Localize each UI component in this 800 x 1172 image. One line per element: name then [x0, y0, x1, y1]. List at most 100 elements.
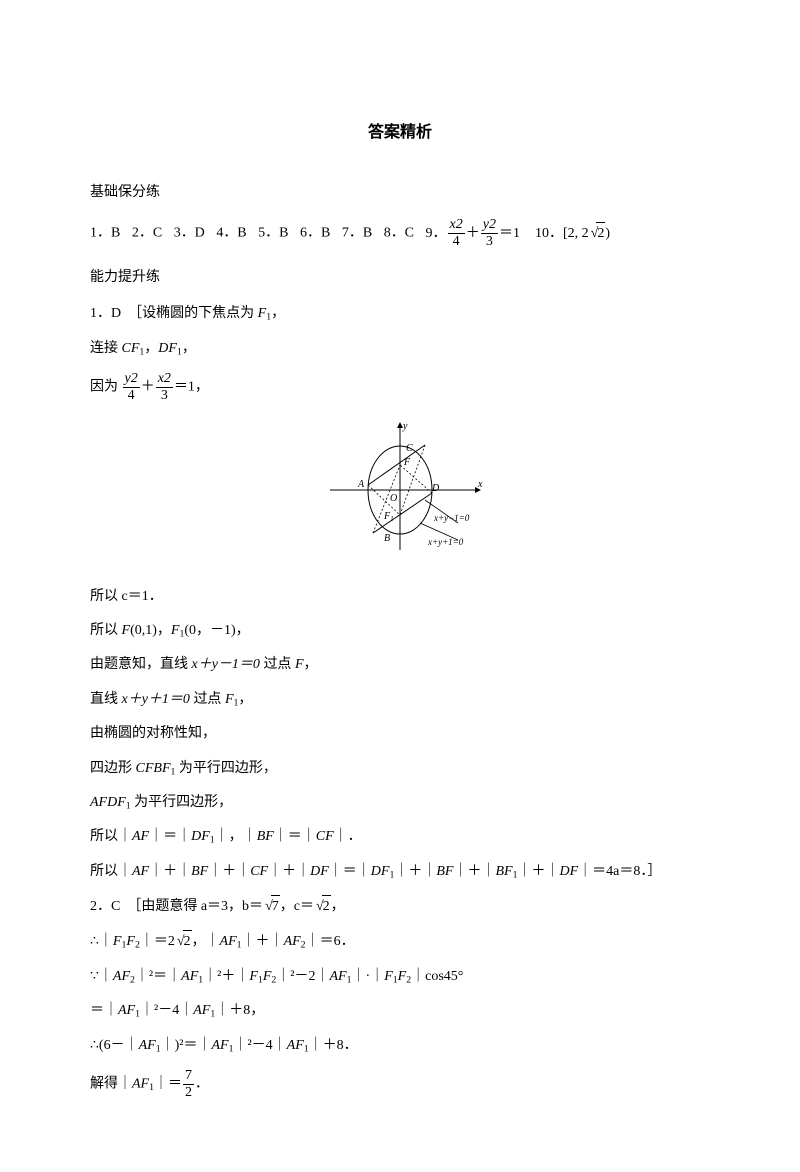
diag-d: D [431, 483, 440, 494]
q1l12df1: DF [371, 864, 390, 879]
q2l2sq: 2 [175, 930, 192, 953]
diag-f1: F1 [383, 511, 394, 523]
q2s1: 7 [263, 895, 280, 918]
q2l3a: ∵｜ [90, 969, 113, 984]
ans9-f1d: 4 [448, 234, 465, 249]
q1-line4: 所以 c＝1． [90, 586, 710, 608]
q2l3af1: AF [181, 969, 198, 984]
q1-line11: 所以｜AF｜＝｜DF1｜，｜BF｜＝｜CF｜． [90, 826, 710, 848]
q1-line12: 所以｜AF｜＋｜BF｜＋｜CF｜＋｜DF｜＝｜DF1｜＋｜BF｜＋｜BF1｜＋｜… [90, 861, 710, 883]
basic-section-label: 基础保分练 [90, 182, 710, 204]
ans9-frac1: x24 [448, 218, 465, 249]
q2l6af1: AF [132, 1077, 149, 1092]
q2l2a: ∴｜ [90, 934, 113, 949]
q2-line4: ＝｜AF1｜²－4｜AF1｜＋8， [90, 1000, 710, 1022]
ans-1: 1．B [90, 226, 120, 241]
q2l5c: ｜²－4｜ [233, 1038, 286, 1053]
q2hc: ， [331, 899, 345, 914]
q1l4t: 所以 c＝1． [90, 589, 163, 604]
diag-a: A [357, 479, 365, 490]
q2-line2: ∴｜F1F2｜＝22，｜AF1｜＋｜AF2｜＝6． [90, 930, 710, 953]
diag-y: y [402, 421, 408, 432]
diag-line1: x+y−1=0 [433, 513, 470, 523]
q1l11b: ｜＝｜ [149, 829, 191, 844]
q2l5af1: AF [139, 1038, 156, 1053]
q1-line8: 由椭圆的对称性知， [90, 723, 710, 745]
q2l4a: ＝｜ [90, 1003, 118, 1018]
q1l2sep: ， [144, 341, 158, 356]
q2l2sqr: 2 [183, 930, 192, 953]
q2-line6: 解得｜AF1｜＝72． [90, 1069, 710, 1100]
q1l3f2d: 3 [156, 388, 173, 403]
diag-o: O [390, 493, 397, 504]
q1l9b: CFBF [136, 761, 171, 776]
q1l12bf1: BF [495, 864, 512, 879]
q1l7eq: x＋y＋1＝0 [122, 692, 190, 707]
q2l5af1c: AF [287, 1038, 304, 1053]
page-title: 答案精析 [90, 120, 710, 146]
ans-7: 7．B [342, 226, 372, 241]
q1l12g: ｜＋｜ [453, 864, 495, 879]
q2l6a: 解得｜ [90, 1077, 132, 1092]
q1l11af: AF [132, 829, 149, 844]
diag-f: F [403, 457, 411, 468]
q1l3f1d: 4 [123, 388, 140, 403]
diag-x: x [477, 479, 483, 490]
q2l3d: ｜²－2｜ [276, 969, 329, 984]
q1l12d: ｜＋｜ [268, 864, 310, 879]
ans-5: 5．B [258, 226, 288, 241]
q2l5b: ｜)²＝｜ [161, 1038, 212, 1053]
q1l9c: 为平行四边形， [175, 761, 277, 776]
q1l7a: 直线 [90, 692, 122, 707]
q2l3ff: F [249, 969, 258, 984]
q1l3f1n: y2 [123, 372, 140, 388]
q1l11df: DF [191, 829, 210, 844]
q1l6eq: x＋y－1＝0 [192, 657, 260, 672]
q2s2r: 2 [322, 895, 331, 918]
q1-line6: 由题意知，直线 x＋y－1＝0 过点 F， [90, 654, 710, 676]
q1l11a: 所以｜ [90, 829, 132, 844]
q1l12cf: CF [250, 864, 268, 879]
q2l3b: ｜²＝｜ [135, 969, 181, 984]
q2l3af1b: AF [330, 969, 347, 984]
ans9-f2n: y2 [481, 218, 498, 234]
q1l6a: 由题意知，直线 [90, 657, 192, 672]
q2-line1: 2．C ［由题意得 a＝3，b＝7，c＝2， [90, 895, 710, 918]
q1l11c: ｜，｜ [215, 829, 257, 844]
ans-8: 8．C [384, 226, 414, 241]
q1l3pl: ＋ [141, 380, 155, 395]
q1l7b: 过点 [190, 692, 225, 707]
q1l7c: ， [238, 692, 252, 707]
diag-b: B [384, 533, 390, 544]
q2l2e: ｜＝6． [306, 934, 355, 949]
q1l3f2: x23 [156, 372, 173, 403]
q1l6b: 过点 [260, 657, 295, 672]
q1-line7: 直线 x＋y＋1＝0 过点 F1， [90, 689, 710, 711]
q2l3ffb: F [384, 969, 393, 984]
q1-line10: AFDF1 为平行四边形， [90, 792, 710, 814]
q2l4af1: AF [118, 1003, 135, 1018]
q1l11cf: CF [316, 829, 334, 844]
ans9-f1n: x2 [448, 218, 465, 234]
q1l9a: 四边形 [90, 761, 136, 776]
q1l3eq: ＝1， [174, 380, 209, 395]
q2l5a: ∴(6－｜ [90, 1038, 139, 1053]
q2l4af1b: AF [193, 1003, 210, 1018]
diag-line2: x+y+1=0 [427, 537, 464, 547]
ellipse-diagram: y x O C F A D B F1 x+y−1=0 x+y+1=0 [90, 415, 710, 573]
q2l6fd: 2 [183, 1085, 194, 1100]
q1l5b: (0,1)， [130, 623, 171, 638]
q1-head: 1．D ［设椭圆的下焦点为 [90, 306, 258, 321]
q1l12df2: DF [559, 864, 578, 879]
ans10-suf: ) [605, 226, 610, 241]
q2l6c: ． [195, 1077, 209, 1092]
q1l12df: DF [310, 864, 329, 879]
ans9-eq: ＝1 [499, 226, 520, 241]
q1-tail: ， [271, 306, 285, 321]
q1l12a: 所以｜ [90, 864, 132, 879]
q1l10a: AFDF [90, 795, 126, 810]
q2s2: 2 [314, 895, 331, 918]
ans-9: 9．x24＋y23＝1 [426, 226, 524, 241]
q1l6c: ， [304, 657, 318, 672]
q1l5c: (0，－1)， [184, 623, 249, 638]
